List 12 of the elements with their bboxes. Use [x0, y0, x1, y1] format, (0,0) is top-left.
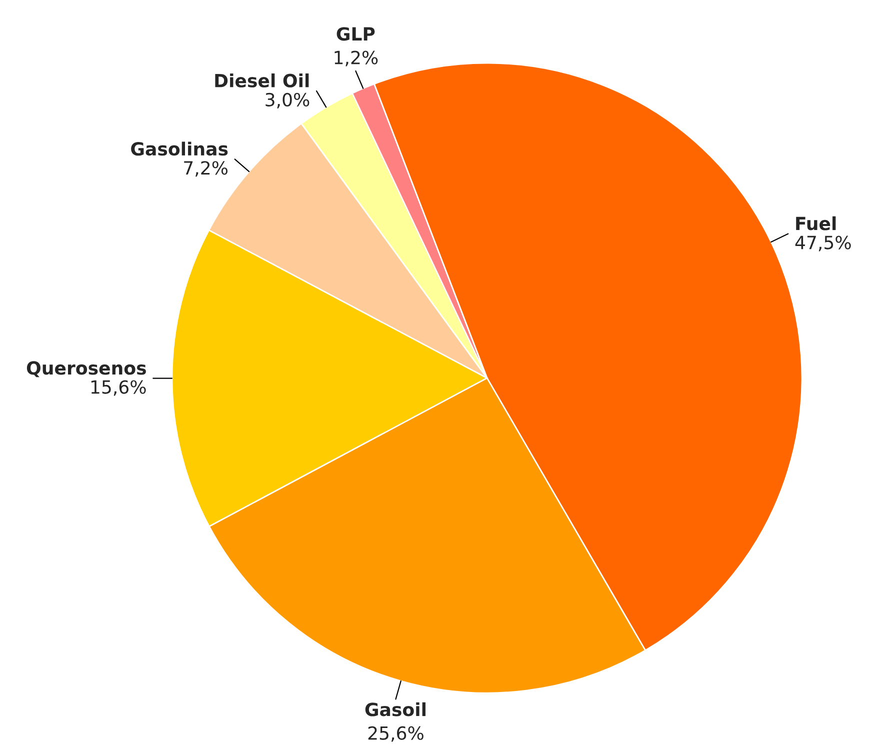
- slice-label: GLP: [336, 27, 375, 41]
- data-label: 25,6%: [368, 726, 424, 742]
- data-label: 47,5%: [795, 236, 851, 252]
- slice-label: Gasolinas: [131, 142, 228, 156]
- data-label: 3,0%: [266, 92, 310, 108]
- data-label: 7,2%: [184, 161, 228, 177]
- slice-label: Gasoil: [365, 702, 426, 716]
- data-label: 1,2%: [334, 50, 378, 66]
- data-label: 15,6%: [91, 380, 146, 396]
- slice-label: Querosenos: [26, 361, 146, 378]
- slice-label: Diesel Oil: [215, 73, 309, 88]
- slice-label: Fuel: [796, 216, 836, 230]
